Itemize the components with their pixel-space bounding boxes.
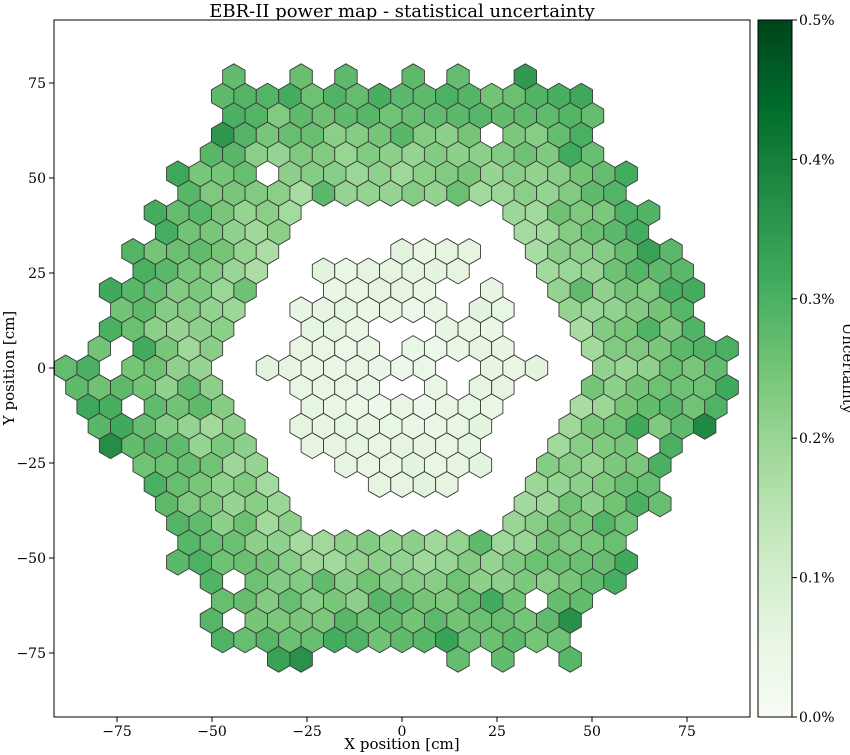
outer-ring-assembly xyxy=(636,199,661,227)
colorbar-tick-label: 0.0% xyxy=(799,710,835,726)
inner-core-assembly xyxy=(491,296,515,324)
colorbar-tick-label: 0.4% xyxy=(799,152,835,168)
x-tick-label: −75 xyxy=(102,724,132,740)
y-tick-label: −75 xyxy=(16,646,46,662)
inner-core-assembly xyxy=(457,238,481,265)
colorbar-label: Uncertainty xyxy=(839,323,850,414)
outer-ring-assembly xyxy=(614,548,638,576)
x-tick-label: 25 xyxy=(488,724,506,740)
x-tick-label: 50 xyxy=(583,724,601,740)
outer-ring-assembly xyxy=(580,102,605,130)
inner-core-assembly xyxy=(255,354,280,382)
colorbar-tick-label: 0.2% xyxy=(799,431,835,447)
y-axis-label: Y position [cm] xyxy=(0,311,18,426)
chart-title: EBR-II power map - statistical uncertain… xyxy=(209,1,595,22)
y-tick-label: −25 xyxy=(16,456,46,472)
x-tick-label: −50 xyxy=(197,724,227,740)
y-tick-label: 0 xyxy=(37,361,46,377)
colorbar-tick-label: 0.5% xyxy=(799,13,835,29)
colorbar-tick-label: 0.3% xyxy=(799,292,835,308)
inner-core-assembly xyxy=(524,354,549,382)
y-axis: −75 −50 −25 0 25 50 75 xyxy=(16,76,54,662)
x-tick-label: −25 xyxy=(292,724,322,740)
colorbar xyxy=(757,19,793,718)
outer-ring-assembly xyxy=(715,373,739,401)
outer-ring-assembly xyxy=(681,276,706,304)
x-tick-label: 75 xyxy=(678,724,696,740)
outer-ring-assembly xyxy=(614,160,638,188)
y-tick-label: 50 xyxy=(28,171,46,187)
y-tick-label: 25 xyxy=(28,266,46,282)
y-tick-label: 75 xyxy=(28,76,46,92)
x-axis-label: X position [cm] xyxy=(344,735,459,753)
inner-core-assembly xyxy=(468,451,493,479)
colorbar-ticks: 0.0% 0.1% 0.2% 0.3% 0.4% 0.5% xyxy=(792,13,835,726)
outer-ring-assembly xyxy=(648,490,672,518)
x-tick-label: 0 xyxy=(398,724,407,740)
outer-ring-assembly xyxy=(715,335,739,363)
outer-ring-assembly xyxy=(558,645,582,673)
x-axis: −75 −50 −25 0 25 50 75 xyxy=(102,717,696,740)
hex-assemblies xyxy=(54,63,739,673)
colorbar-tick-label: 0.1% xyxy=(799,571,835,587)
y-tick-label: −50 xyxy=(16,551,46,567)
